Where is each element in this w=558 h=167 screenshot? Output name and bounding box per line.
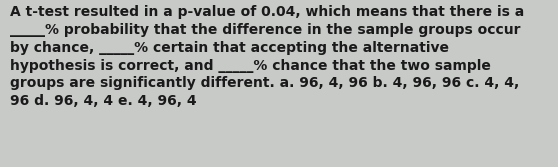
Text: A t-test resulted in a p-value of 0.04, which means that there is a
_____% proba: A t-test resulted in a p-value of 0.04, … bbox=[10, 5, 525, 108]
